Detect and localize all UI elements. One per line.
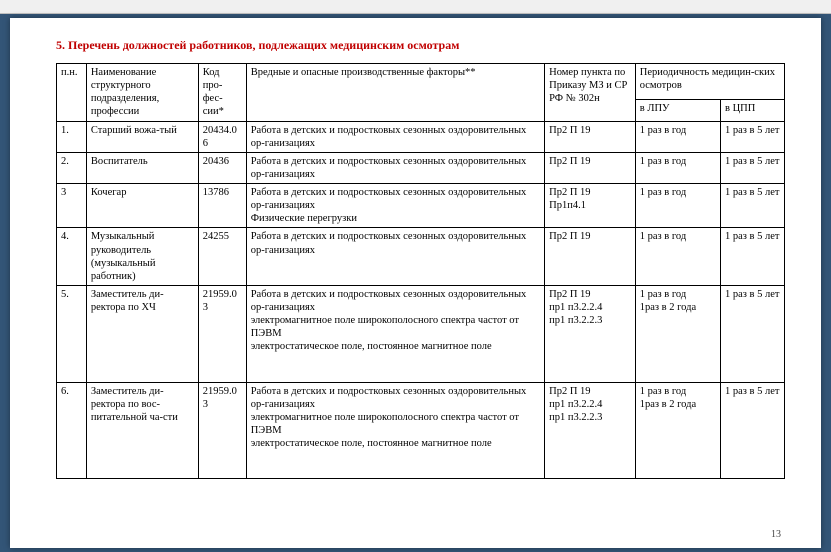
col-header-period: Периодичность медицин-ских осмотров (635, 64, 784, 100)
cell-lpu: 1 раз в год1раз в 2 года (635, 382, 720, 479)
table-row: 4.Музыкальный руководитель (музыкальный … (57, 228, 785, 286)
table-row: 2.Воспитатель20436Работа в детских и под… (57, 152, 785, 183)
col-header-code: Код про-фес-сии* (198, 64, 246, 122)
positions-table: п.н. Наименование структурного подраздел… (56, 63, 785, 479)
document-page: 5. Перечень должностей работников, подле… (10, 18, 821, 548)
col-header-cpp: в ЦПП (721, 100, 785, 121)
col-header-factor: Вредные и опасные производственные факто… (246, 64, 544, 122)
cell-cpp: 1 раз в 5 лет (721, 228, 785, 286)
cell-code: 20434.06 (198, 121, 246, 152)
cell-name: Заместитель ди-ректора по вос-питательно… (86, 382, 198, 479)
cell-factor: Работа в детских и подростковых сезонных… (246, 382, 544, 479)
cell-punkt: Пр2 П 19 (545, 152, 636, 183)
cell-lpu: 1 раз в год (635, 152, 720, 183)
table-row: 5.Заместитель ди-ректора по ХЧ21959.03Ра… (57, 285, 785, 382)
cell-n: 3 (57, 184, 87, 228)
cell-factor: Работа в детских и подростковых сезонных… (246, 228, 544, 286)
cell-factor: Работа в детских и подростковых сезонных… (246, 152, 544, 183)
cell-n: 5. (57, 285, 87, 382)
cell-factor: Работа в детских и подростковых сезонных… (246, 184, 544, 228)
ruler (0, 0, 831, 14)
cell-code: 13786 (198, 184, 246, 228)
col-header-punkt: Номер пункта по Приказу МЗ и СР РФ № 302… (545, 64, 636, 122)
header-row-1: п.н. Наименование структурного подраздел… (57, 64, 785, 100)
cell-name: Кочегар (86, 184, 198, 228)
cell-cpp: 1 раз в 5 лет (721, 121, 785, 152)
cell-code: 21959.03 (198, 382, 246, 479)
cell-name: Музыкальный руководитель (музыкальный ра… (86, 228, 198, 286)
cell-code: 24255 (198, 228, 246, 286)
cell-punkt: Пр2 П 19 (545, 121, 636, 152)
cell-name: Заместитель ди-ректора по ХЧ (86, 285, 198, 382)
cell-cpp: 1 раз в 5 лет (721, 184, 785, 228)
cell-code: 21959.03 (198, 285, 246, 382)
cell-punkt: Пр2 П 19 (545, 228, 636, 286)
cell-cpp: 1 раз в 5 лет (721, 152, 785, 183)
table-row: 6.Заместитель ди-ректора по вос-питатель… (57, 382, 785, 479)
cell-n: 1. (57, 121, 87, 152)
section-heading: 5. Перечень должностей работников, подле… (56, 38, 785, 53)
table-body: п.н. Наименование структурного подраздел… (57, 64, 785, 479)
col-header-lpu: в ЛПУ (635, 100, 720, 121)
cell-lpu: 1 раз в год (635, 228, 720, 286)
cell-n: 4. (57, 228, 87, 286)
cell-name: Воспитатель (86, 152, 198, 183)
cell-name: Старший вожа-тый (86, 121, 198, 152)
cell-cpp: 1 раз в 5 лет (721, 285, 785, 382)
page-number: 13 (771, 529, 781, 540)
cell-n: 2. (57, 152, 87, 183)
col-header-name: Наименование структурного подразделения,… (86, 64, 198, 122)
table-row: 1.Старший вожа-тый20434.06Работа в детск… (57, 121, 785, 152)
cell-factor: Работа в детских и подростковых сезонных… (246, 285, 544, 382)
cell-lpu: 1 раз в год (635, 121, 720, 152)
col-header-n: п.н. (57, 64, 87, 122)
cell-punkt: Пр2 П 19Пр1п4.1 (545, 184, 636, 228)
cell-factor: Работа в детских и подростковых сезонных… (246, 121, 544, 152)
cell-lpu: 1 раз в год1раз в 2 года (635, 285, 720, 382)
cell-n: 6. (57, 382, 87, 479)
cell-punkt: Пр2 П 19пр1 п3.2.2.4пр1 п3.2.2.3 (545, 382, 636, 479)
cell-punkt: Пр2 П 19пр1 п3.2.2.4пр1 п3.2.2.3 (545, 285, 636, 382)
table-row: 3Кочегар13786Работа в детских и подростк… (57, 184, 785, 228)
cell-cpp: 1 раз в 5 лет (721, 382, 785, 479)
cell-lpu: 1 раз в год (635, 184, 720, 228)
cell-code: 20436 (198, 152, 246, 183)
